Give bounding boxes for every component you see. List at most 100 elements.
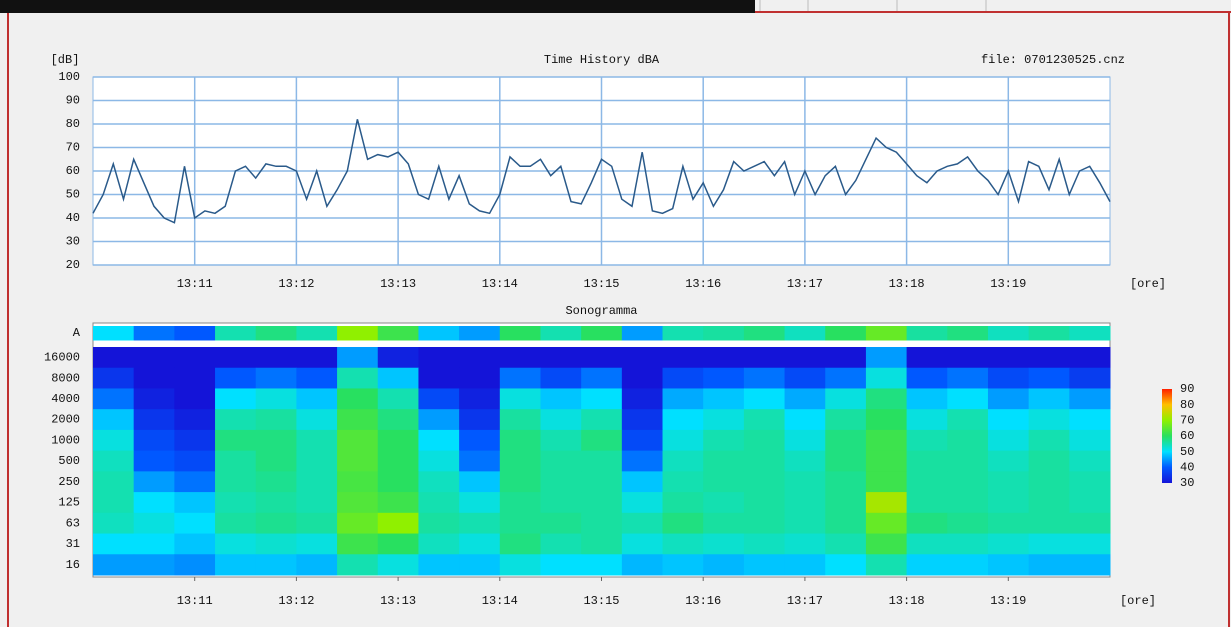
heatmap-cell	[418, 429, 460, 452]
colorbar-label: 30	[1180, 476, 1194, 490]
heatmap-cell	[947, 554, 989, 576]
heatmap-cell	[459, 450, 501, 472]
heatmap-cell	[296, 512, 338, 535]
heatmap-cell	[93, 409, 135, 431]
heatmap-cell	[825, 533, 867, 555]
heatmap-cell	[1069, 347, 1111, 369]
y-axis-label: [dB]	[51, 53, 80, 67]
row-label: 1000	[51, 433, 80, 447]
heatmap-cell	[255, 471, 297, 493]
heatmap-cell	[825, 492, 867, 514]
heatmap-cell	[987, 512, 1030, 535]
heatmap-cell	[418, 388, 460, 410]
x-tick-label: 13:18	[889, 594, 925, 608]
heatmap-cell	[621, 409, 664, 431]
heatmap-cell	[296, 388, 338, 410]
heatmap-cell	[906, 388, 948, 410]
heatmap-cell	[987, 471, 1030, 493]
heatmap-cell	[255, 512, 297, 535]
data-line	[92, 119, 1111, 224]
colorbar-label: 70	[1180, 414, 1194, 428]
file-annotation: file: 0701230525.cnz	[981, 53, 1125, 67]
heatmap-cell	[621, 471, 664, 493]
heatmap-cell	[906, 409, 948, 431]
heatmap-cell	[133, 367, 175, 389]
heatmap-cell	[418, 409, 460, 431]
heatmap-cell	[174, 388, 216, 410]
colorbar-label: 90	[1180, 382, 1194, 396]
heatmap-cell	[215, 512, 257, 535]
heatmap-cell	[947, 471, 989, 493]
row-label: 2000	[51, 413, 80, 427]
heatmap-cell	[133, 326, 175, 341]
heatmap-cell	[1028, 554, 1070, 576]
x-tick-label: 13:17	[787, 277, 823, 291]
heatmap-cell	[540, 471, 582, 493]
heatmap-cell	[337, 429, 379, 452]
x-tick-label: 13:15	[583, 594, 619, 608]
heatmap-cell	[133, 533, 175, 555]
heatmap-cell	[459, 388, 501, 410]
heatmap-cell	[743, 512, 786, 535]
heatmap-cell	[865, 388, 908, 410]
row-label: 250	[58, 475, 80, 489]
heatmap-cell	[1028, 492, 1070, 514]
heatmap-cell	[174, 471, 216, 493]
heatmap-cell	[93, 347, 135, 369]
heatmap-cell	[337, 471, 379, 493]
top-bar	[0, 0, 755, 13]
heatmap-cell	[337, 450, 379, 472]
colorbar-label: 80	[1180, 398, 1194, 412]
heatmap-cell	[825, 326, 867, 341]
x-tick-label: 13:19	[990, 277, 1026, 291]
heatmap-cell	[93, 450, 135, 472]
y-tick-label: 90	[66, 94, 80, 108]
heatmap-cell	[865, 409, 908, 431]
heatmap-cell	[1028, 450, 1070, 472]
heatmap-cell	[825, 471, 867, 493]
heatmap-cell	[743, 367, 786, 389]
heatmap-cell	[459, 533, 501, 555]
heatmap-cell	[703, 492, 745, 514]
heatmap-cell	[987, 388, 1030, 410]
y-tick-label: 100	[58, 70, 80, 84]
heatmap-cell	[174, 512, 216, 535]
heatmap-cell	[581, 388, 623, 410]
heatmap-cell	[418, 471, 460, 493]
heatmap-cell	[621, 367, 664, 389]
heatmap-cell	[540, 429, 582, 452]
x-tick-label: 13:13	[380, 594, 416, 608]
heatmap-cell	[215, 450, 257, 472]
heatmap-cell	[377, 326, 419, 341]
heatmap-cell	[581, 450, 623, 472]
y-tick-label: 70	[66, 141, 80, 155]
y-tick-label: 30	[66, 235, 80, 249]
heatmap-cell	[703, 429, 745, 452]
heatmap-cell	[540, 388, 582, 410]
row-label: 63	[66, 516, 80, 530]
row-label: 16	[66, 558, 80, 572]
heatmap-cell	[540, 492, 582, 514]
y-tick-label: 40	[66, 211, 80, 225]
heatmap-cell	[296, 471, 338, 493]
heatmap-cell	[581, 554, 623, 576]
row-label: 8000	[51, 371, 80, 385]
heatmap-cell	[377, 471, 419, 493]
heatmap-cell	[947, 492, 989, 514]
heatmap-cell	[540, 409, 582, 431]
heatmap-cell	[865, 533, 908, 555]
heatmap-cell	[418, 347, 460, 369]
heatmap-cell	[947, 347, 989, 369]
heatmap-cell	[459, 326, 501, 341]
heatmap-cell	[215, 326, 257, 341]
heatmap-cell	[215, 367, 257, 389]
heatmap-cell	[418, 367, 460, 389]
heatmap-cell	[906, 492, 948, 514]
heatmap-cell	[337, 554, 379, 576]
heatmap-cell	[581, 471, 623, 493]
chart-title: Sonogramma	[565, 304, 637, 318]
heatmap-cell	[1069, 326, 1111, 341]
heatmap-cell	[296, 347, 338, 369]
heatmap-cell	[337, 409, 379, 431]
x-axis-label: [ore]	[1130, 277, 1166, 291]
